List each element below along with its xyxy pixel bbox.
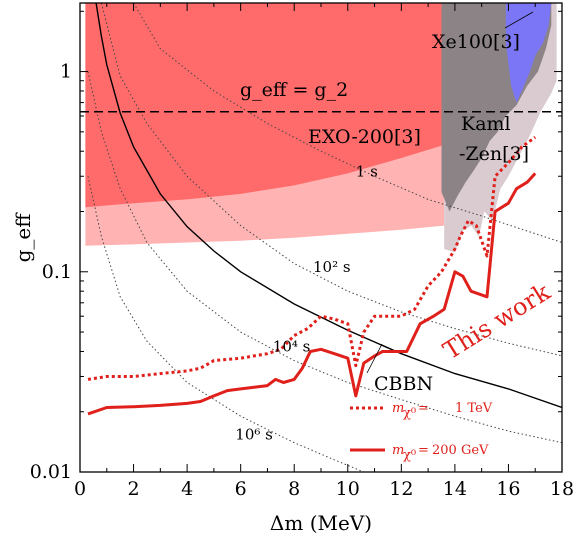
plot-area (80, 3, 562, 472)
legend-eq-0: = (418, 401, 429, 416)
geff-g2-label: g_eff = g_2 (240, 79, 348, 101)
svg-text:g_eff: g_eff (11, 212, 35, 263)
lifetime-label-1: 10² s (313, 258, 351, 276)
lifetime-curve-2 (87, 71, 562, 444)
legend-subscript-0: χ⁰ (403, 406, 416, 421)
xe100-region (505, 3, 552, 103)
lifetime-curve-0 (133, 3, 562, 243)
lifetime-curves (87, 3, 562, 472)
kamland-label-bottom: -Zen[3] (459, 143, 529, 165)
y-tick-label-0: 0.01 (30, 461, 72, 483)
x-tick-label-9: 18 (550, 478, 574, 500)
data-lines (80, 3, 562, 416)
series-line-0 (87, 135, 537, 381)
x-tick-label-8: 16 (496, 478, 520, 500)
y-tick-label-1: 0.1 (42, 261, 72, 283)
axis-ticks: 0 2 4 6 8 10 12 14 16 18 0.01 0.1 1 (30, 3, 574, 500)
cbbn-leader-line (366, 343, 383, 374)
x-tick-label-5: 10 (336, 478, 360, 500)
legend-symbol-1: m (392, 443, 404, 458)
series-line-1 (87, 172, 537, 416)
x-axis-label: Δm (MeV) (270, 511, 372, 535)
x-tick-label-4: 8 (288, 478, 300, 500)
y-tick-label-2: 1 (60, 61, 72, 83)
legend-symbol-0: m (392, 401, 404, 416)
x-tick-label-1: 2 (128, 478, 140, 500)
this-work-label: This work (438, 277, 555, 365)
lifetime-label-3: 10⁶ s (235, 426, 273, 444)
y-axis-label: g_eff (11, 212, 35, 263)
kamland-label-top: Kaml (461, 113, 511, 135)
legend-value-1: 200 GeV (432, 443, 489, 458)
svg-text:g_eff = g_2: g_eff = g_2 (240, 79, 348, 101)
x-tick-label-2: 4 (181, 478, 193, 500)
exo200-label: EXO-200[3] (308, 126, 421, 148)
x-tick-label-6: 12 (389, 478, 413, 500)
x-tick-label-3: 6 (235, 478, 247, 500)
exclusion-regions (85, 3, 557, 253)
xe-leader-line (504, 11, 534, 29)
lifetime-label-0: 1 s (356, 162, 378, 180)
legend-eq-1: = (418, 443, 429, 458)
legend-subscript-1: χ⁰ (403, 448, 416, 463)
xe100-label: Xe100[3] (432, 31, 520, 53)
x-tick-label-7: 14 (443, 478, 467, 500)
legend-value-0: 1 TeV (455, 401, 493, 416)
x-tick-label-0: 0 (74, 478, 86, 500)
cbbn-line (95, 3, 562, 409)
lifetime-label-2: 10⁴ s (273, 338, 311, 356)
exo-dark-region (85, 3, 445, 208)
cbbn-label: CBBN (374, 373, 433, 395)
